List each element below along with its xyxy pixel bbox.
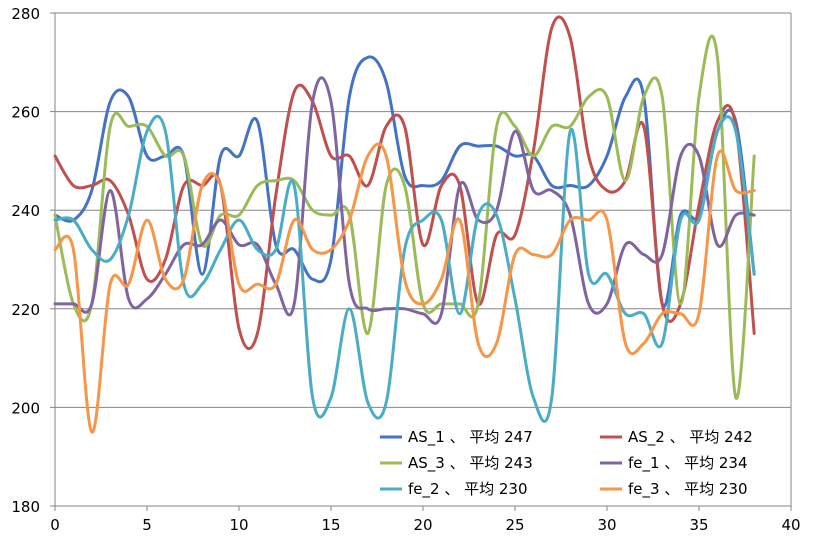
legend: AS_1 、 平均 247 AS_2 、 平均 242 AS_3 、 平均 243 f… (380, 428, 753, 499)
series-line-fe_3 (53, 142, 756, 434)
series-line-AS_3 (53, 34, 756, 400)
y-tick-label: 220 (11, 301, 40, 319)
legend-item-AS_2: AS_2 、 平均 242 (600, 428, 753, 447)
series-line-fe_2 (53, 114, 756, 423)
x-tick-label: 35 (689, 516, 708, 534)
legend-item-fe_3: fe_3 、 平均 230 (600, 480, 748, 499)
x-tick-label: 25 (505, 516, 524, 534)
legend-label: fe_3 、 平均 230 (628, 480, 748, 499)
y-tick-label: 260 (11, 104, 40, 122)
y-tick-label: 240 (11, 202, 40, 220)
x-tick-label: 20 (413, 516, 432, 534)
x-tick-label: 10 (229, 516, 248, 534)
legend-label: AS_2 、 平均 242 (628, 428, 753, 447)
y-tick-label: 200 (11, 399, 40, 417)
legend-item-AS_1: AS_1 、 平均 247 (380, 428, 533, 447)
legend-label: fe_2 、 平均 230 (408, 480, 528, 499)
legend-item-fe_2: fe_2 、 平均 230 (380, 480, 528, 499)
legend-item-AS_3: AS_3 、 平均 243 (380, 454, 533, 473)
legend-label: AS_3 、 平均 243 (408, 454, 533, 473)
x-tick-label: 0 (50, 516, 60, 534)
legend-item-fe_1: fe_1 、 平均 234 (600, 454, 748, 473)
y-tick-label: 180 (11, 498, 40, 516)
x-tick-label: 5 (142, 516, 152, 534)
axes: 180 200 220 240 260 280 0 5 10 15 20 25 30 35 40 (11, 5, 800, 534)
series-line-fe_1 (53, 76, 756, 325)
legend-label: fe_1 、 平均 234 (628, 454, 748, 473)
x-tick-label: 15 (321, 516, 340, 534)
series-line-AS_2 (53, 15, 756, 351)
series-lines (53, 15, 756, 434)
x-tick-label: 40 (781, 516, 800, 534)
y-tick-label: 280 (11, 5, 40, 23)
x-tick-label: 30 (597, 516, 616, 534)
legend-label: AS_1 、 平均 247 (408, 428, 533, 447)
